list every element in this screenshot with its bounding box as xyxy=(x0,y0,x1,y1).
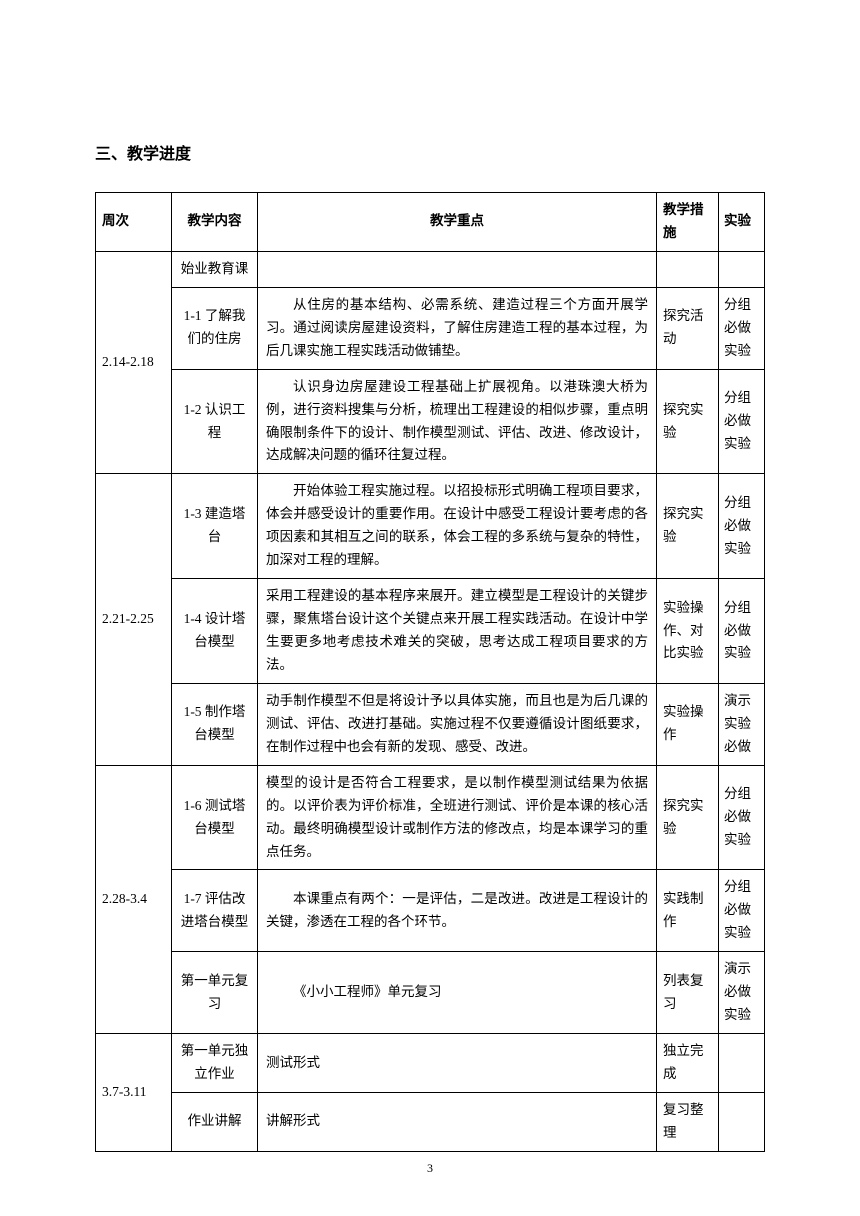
table-row: 2.14-2.18始业教育课 xyxy=(96,251,765,287)
cell-focus: 采用工程建设的基本程序来展开。建立模型是工程设计的关键步骤，聚焦塔台设计这个关键… xyxy=(258,579,657,684)
table-row: 作业讲解讲解形式复习整理 xyxy=(96,1092,765,1151)
table-row: 2.28-3.41-6 测试塔台模型模型的设计是否符合工程要求，是以制作模型测试… xyxy=(96,765,765,870)
cell-week: 2.14-2.18 xyxy=(96,251,172,474)
header-measure: 教学措施 xyxy=(657,193,719,252)
cell-focus: 模型的设计是否符合工程要求，是以制作模型测试结果为依据的。以评价表为评价标准，全… xyxy=(258,765,657,870)
cell-measure: 探究实验 xyxy=(657,765,719,870)
cell-experiment xyxy=(719,1092,765,1151)
page-number: 3 xyxy=(427,1161,433,1176)
header-focus: 教学重点 xyxy=(258,193,657,252)
cell-measure: 实验操作 xyxy=(657,683,719,765)
cell-measure: 实验操作、对比实验 xyxy=(657,579,719,684)
cell-focus: 讲解形式 xyxy=(258,1092,657,1151)
cell-experiment: 分组必做实验 xyxy=(719,870,765,952)
cell-experiment xyxy=(719,1034,765,1093)
cell-measure: 复习整理 xyxy=(657,1092,719,1151)
table-row: 1-2 认识工程认识身边房屋建设工程基础上扩展视角。以港珠澳大桥为例，进行资料搜… xyxy=(96,369,765,474)
cell-focus: 测试形式 xyxy=(258,1034,657,1093)
cell-content: 1-6 测试塔台模型 xyxy=(172,765,258,870)
cell-focus: 认识身边房屋建设工程基础上扩展视角。以港珠澳大桥为例，进行资料搜集与分析，梳理出… xyxy=(258,369,657,474)
cell-focus: 本课重点有两个：一是评估，二是改进。改进是工程设计的关键，渗透在工程的各个环节。 xyxy=(258,870,657,952)
cell-content: 始业教育课 xyxy=(172,251,258,287)
cell-focus: 从住房的基本结构、必需系统、建造过程三个方面开展学习。通过阅读房屋建设资料，了解… xyxy=(258,287,657,369)
cell-content: 1-3 建造塔台 xyxy=(172,474,258,579)
cell-experiment: 演示必做实验 xyxy=(719,952,765,1034)
cell-experiment: 分组必做实验 xyxy=(719,579,765,684)
cell-experiment: 分组必做实验 xyxy=(719,474,765,579)
cell-focus: 开始体验工程实施过程。以招投标形式明确工程项目要求，体会并感受设计的重要作用。在… xyxy=(258,474,657,579)
cell-content: 1-7 评估改进塔台模型 xyxy=(172,870,258,952)
header-experiment: 实验 xyxy=(719,193,765,252)
cell-week: 3.7-3.11 xyxy=(96,1034,172,1152)
table-row: 3.7-3.11第一单元独立作业测试形式独立完成 xyxy=(96,1034,765,1093)
schedule-table: 周次 教学内容 教学重点 教学措施 实验 2.14-2.18始业教育课1-1 了… xyxy=(95,192,765,1152)
cell-measure: 探究活动 xyxy=(657,287,719,369)
cell-focus: 《小小工程师》单元复习 xyxy=(258,952,657,1034)
section-title: 三、教学进度 xyxy=(95,140,765,164)
cell-measure: 探究实验 xyxy=(657,474,719,579)
cell-measure xyxy=(657,251,719,287)
table-row: 第一单元复习《小小工程师》单元复习列表复习演示必做实验 xyxy=(96,952,765,1034)
cell-content: 第一单元复习 xyxy=(172,952,258,1034)
cell-experiment: 演示实验必做 xyxy=(719,683,765,765)
cell-content: 1-5 制作塔台模型 xyxy=(172,683,258,765)
cell-measure: 探究实验 xyxy=(657,369,719,474)
table-row: 1-4 设计塔台模型采用工程建设的基本程序来展开。建立模型是工程设计的关键步骤，… xyxy=(96,579,765,684)
cell-experiment: 分组必做实验 xyxy=(719,765,765,870)
cell-experiment: 分组必做实验 xyxy=(719,369,765,474)
table-header-row: 周次 教学内容 教学重点 教学措施 实验 xyxy=(96,193,765,252)
header-content: 教学内容 xyxy=(172,193,258,252)
cell-content: 1-4 设计塔台模型 xyxy=(172,579,258,684)
cell-focus xyxy=(258,251,657,287)
cell-experiment xyxy=(719,251,765,287)
cell-content: 作业讲解 xyxy=(172,1092,258,1151)
cell-experiment: 分组必做实验 xyxy=(719,287,765,369)
cell-week: 2.28-3.4 xyxy=(96,765,172,1033)
cell-content: 1-2 认识工程 xyxy=(172,369,258,474)
cell-week: 2.21-2.25 xyxy=(96,474,172,765)
table-row: 1-7 评估改进塔台模型本课重点有两个：一是评估，二是改进。改进是工程设计的关键… xyxy=(96,870,765,952)
cell-content: 1-1 了解我们的住房 xyxy=(172,287,258,369)
cell-measure: 独立完成 xyxy=(657,1034,719,1093)
table-row: 2.21-2.251-3 建造塔台开始体验工程实施过程。以招投标形式明确工程项目… xyxy=(96,474,765,579)
cell-focus: 动手制作模型不但是将设计予以具体实施，而且也是为后几课的测试、评估、改进打基础。… xyxy=(258,683,657,765)
cell-content: 第一单元独立作业 xyxy=(172,1034,258,1093)
cell-measure: 实践制作 xyxy=(657,870,719,952)
table-row: 1-5 制作塔台模型动手制作模型不但是将设计予以具体实施，而且也是为后几课的测试… xyxy=(96,683,765,765)
cell-measure: 列表复习 xyxy=(657,952,719,1034)
header-week: 周次 xyxy=(96,193,172,252)
table-row: 1-1 了解我们的住房从住房的基本结构、必需系统、建造过程三个方面开展学习。通过… xyxy=(96,287,765,369)
